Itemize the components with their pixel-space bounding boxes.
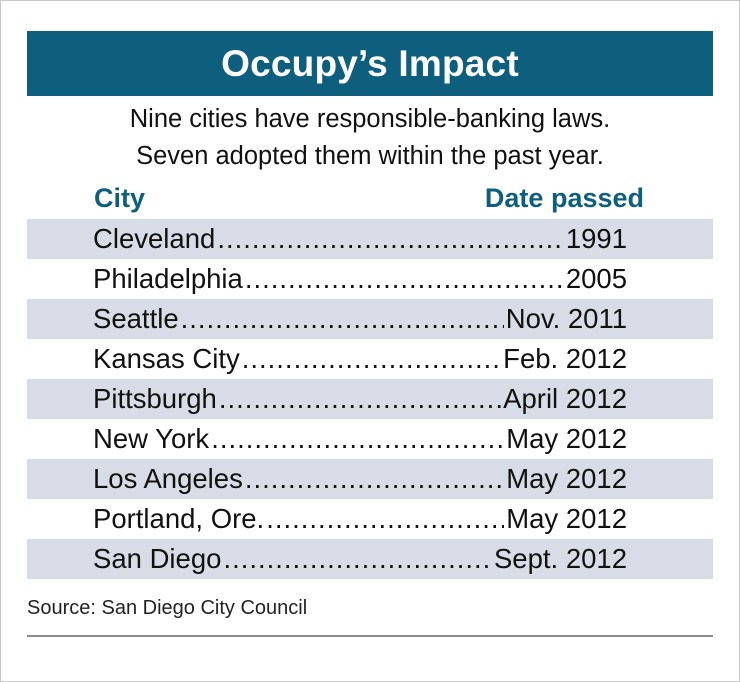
city-cell: Cleveland — [93, 223, 216, 254]
dot-leader: ........................................… — [180, 303, 504, 334]
city-cell: Seattle — [93, 303, 179, 334]
table-row: Kansas City.............................… — [27, 339, 713, 379]
city-cell: Philadelphia — [93, 263, 243, 294]
table-row-content: San Diego...............................… — [93, 539, 627, 579]
title-banner: Occupy’s Impact — [27, 31, 713, 96]
date-cell: Feb. 2012 — [503, 343, 627, 374]
table-row: Cleveland...............................… — [27, 219, 713, 259]
date-cell: Sept. 2012 — [493, 543, 627, 574]
city-cell: New York — [93, 423, 210, 454]
date-cell: 2005 — [565, 263, 627, 294]
column-header-date: Date passed — [484, 183, 644, 213]
table-row: Pittsburgh..............................… — [27, 379, 713, 419]
table-row-content: Philadelphia............................… — [93, 259, 627, 299]
table-row-content: Cleveland...............................… — [93, 219, 627, 259]
source-note: Source: San Diego City Council — [27, 597, 308, 619]
table-row-content: Portland, Ore...........................… — [93, 499, 627, 539]
city-cell: Pittsburgh — [93, 383, 217, 414]
column-header-city: City — [94, 183, 146, 213]
dot-leader: ........................................… — [217, 223, 564, 254]
table-row: Los Angeles.............................… — [27, 459, 713, 499]
dot-leader: ........................................… — [223, 543, 492, 574]
table-row-content: Seattle.................................… — [93, 299, 627, 339]
dot-leader: ........................................… — [244, 263, 564, 294]
city-cell: Portland, Ore. — [93, 503, 265, 534]
table-row-content: New York................................… — [93, 419, 627, 459]
date-cell: Nov. 2011 — [505, 303, 627, 334]
dot-leader: ........................................… — [218, 383, 501, 414]
table-row: Philadelphia............................… — [27, 259, 713, 299]
subtitle-line-2: Seven adopted them within the past year. — [136, 142, 604, 170]
table-row: New York................................… — [27, 419, 713, 459]
chart-title: Occupy’s Impact — [221, 42, 519, 84]
city-cell: Kansas City — [93, 343, 240, 374]
dot-leader: ........................................… — [266, 503, 505, 534]
city-cell: Los Angeles — [93, 463, 243, 494]
dot-leader: ........................................… — [211, 423, 505, 454]
table-row-content: Los Angeles.............................… — [93, 459, 627, 499]
date-cell: April 2012 — [503, 383, 627, 414]
city-cell: San Diego — [93, 543, 222, 574]
dot-leader: ........................................… — [244, 463, 505, 494]
bottom-divider — [27, 635, 713, 637]
date-cell: May 2012 — [506, 503, 627, 534]
date-cell: 1991 — [565, 223, 627, 254]
table-row-content: Kansas City.............................… — [93, 339, 627, 379]
table-row-content: Pittsburgh..............................… — [93, 379, 627, 419]
dot-leader: ........................................… — [241, 343, 501, 374]
table-row: San Diego...............................… — [27, 539, 713, 579]
table-row: Portland, Ore...........................… — [27, 499, 713, 539]
date-cell: May 2012 — [506, 423, 627, 454]
table-row: Seattle.................................… — [27, 299, 713, 339]
date-cell: May 2012 — [506, 463, 627, 494]
subtitle-line-1: Nine cities have responsible-banking law… — [129, 105, 611, 133]
